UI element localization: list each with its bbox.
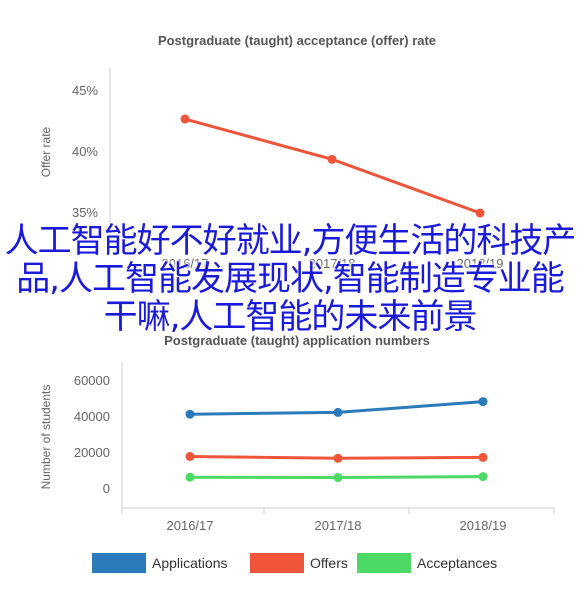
applications-x-tick-label: 2016/17 (167, 518, 214, 533)
data-point-acceptances (185, 472, 195, 482)
overlay-text: 人工智能好不好就业,方便生活的科技产品,人工智能发展现状,智能制造专业能干嘛,人… (4, 221, 577, 337)
data-point-applications (333, 407, 343, 417)
applications-y-tick-label: 20000 (74, 445, 110, 460)
rate-series-line (184, 117, 481, 215)
rate-series (180, 114, 485, 218)
legend-label-offers: Offers (310, 555, 348, 571)
applications-y-tick-label: 60000 (74, 373, 110, 388)
applications-y-tick-label: 40000 (74, 409, 110, 424)
data-point-offers (333, 453, 343, 463)
data-point-offers (185, 452, 195, 461)
applications-x-ticks: 2016/17 2017/18 2018/19 (121, 508, 555, 533)
applications-chart: Postgraduate (taught) application number… (39, 333, 555, 573)
applications-y-ticks: 0 20000 40000 60000 (74, 373, 110, 496)
data-point-applications (185, 409, 195, 419)
rate-y-ticks: 35% 40% 45% (72, 83, 98, 220)
data-point-acceptances (478, 472, 488, 482)
applications-series (185, 397, 488, 483)
rate-x-tick-label: 2018/19 (457, 256, 504, 271)
rate-x-ticks: 2016/17 2017/18 2018/19 (162, 256, 504, 271)
data-point-applications (478, 397, 488, 407)
legend-label-acceptances: Acceptances (417, 555, 497, 571)
rate-data-point (327, 154, 337, 164)
rate-x-tick-label: 2017/18 (309, 256, 356, 271)
rate-y-tick-label: 35% (72, 205, 98, 220)
legend-label-applications: Applications (152, 555, 228, 571)
rate-x-tick-label: 2016/17 (162, 256, 209, 271)
applications-chart-title: Postgraduate (taught) application number… (164, 333, 430, 348)
rate-data-point (475, 208, 485, 218)
applications-y-tick-label: 0 (103, 481, 110, 496)
applications-x-tick-label: 2018/19 (460, 518, 507, 533)
legend: Applications Offers Acceptances (92, 553, 497, 573)
rate-data-point (180, 114, 190, 124)
legend-swatch-applications (92, 553, 146, 573)
data-point-acceptances (333, 473, 343, 483)
data-point-offers (478, 452, 488, 462)
applications-y-axis-title: Number of students (39, 385, 53, 490)
rate-y-axis-title: Offer rate (39, 126, 53, 177)
rate-y-tick-label: 40% (72, 144, 98, 159)
applications-x-tick-label: 2017/18 (315, 518, 362, 533)
legend-swatch-acceptances (357, 553, 411, 573)
legend-swatch-offers (250, 553, 304, 573)
rate-chart-title: Postgraduate (taught) acceptance (offer)… (158, 33, 436, 48)
rate-chart: Postgraduate (taught) acceptance (offer)… (39, 33, 504, 271)
rate-y-tick-label: 45% (72, 83, 98, 98)
